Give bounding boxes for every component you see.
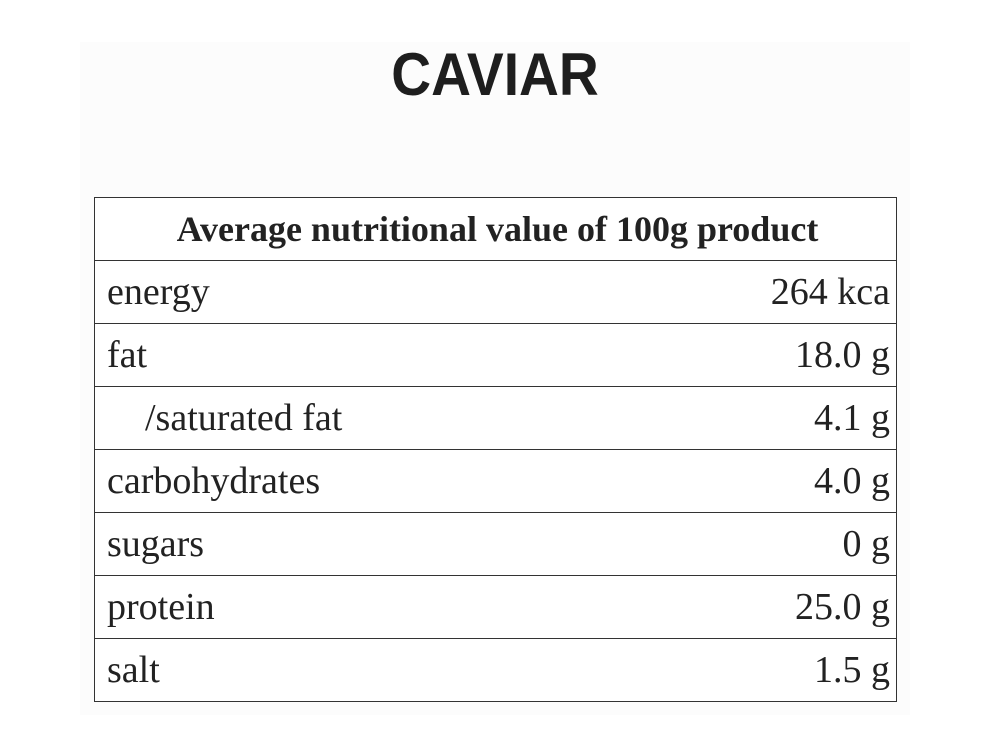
nutrient-name: sugars (93, 512, 616, 576)
nutrient-name: salt (93, 638, 616, 702)
nutrition-table: Average nutritional value of 100g produc… (93, 197, 897, 702)
nutrient-value: 0 g (615, 512, 897, 576)
table-row: energy 264 kca (93, 260, 897, 324)
table-row: protein 25.0 g (93, 575, 897, 639)
nutrient-name: fat (93, 323, 616, 387)
nutrient-value: 4.0 g (615, 449, 897, 513)
title: CAVIAR (391, 41, 599, 108)
nutrient-value: 264 kca (615, 260, 897, 324)
nutrient-value: 18.0 g (615, 323, 897, 387)
nutrient-name: energy (93, 260, 616, 324)
nutrient-name: protein (93, 575, 616, 639)
table-row: fat 18.0 g (93, 323, 897, 387)
table-row: sugars 0 g (93, 512, 897, 576)
nutrient-name: carbohydrates (93, 449, 616, 513)
table-row: /saturated fat 4.1 g (93, 386, 897, 450)
table-row: carbohydrates 4.0 g (93, 449, 897, 513)
nutrient-value: 1.5 g (615, 638, 897, 702)
nutrient-name: /saturated fat (93, 386, 616, 450)
nutrient-value: 25.0 g (615, 575, 897, 639)
table-caption: Average nutritional value of 100g produc… (94, 197, 897, 261)
table-row: salt 1.5 g (93, 638, 897, 702)
nutrient-value: 4.1 g (615, 386, 897, 450)
